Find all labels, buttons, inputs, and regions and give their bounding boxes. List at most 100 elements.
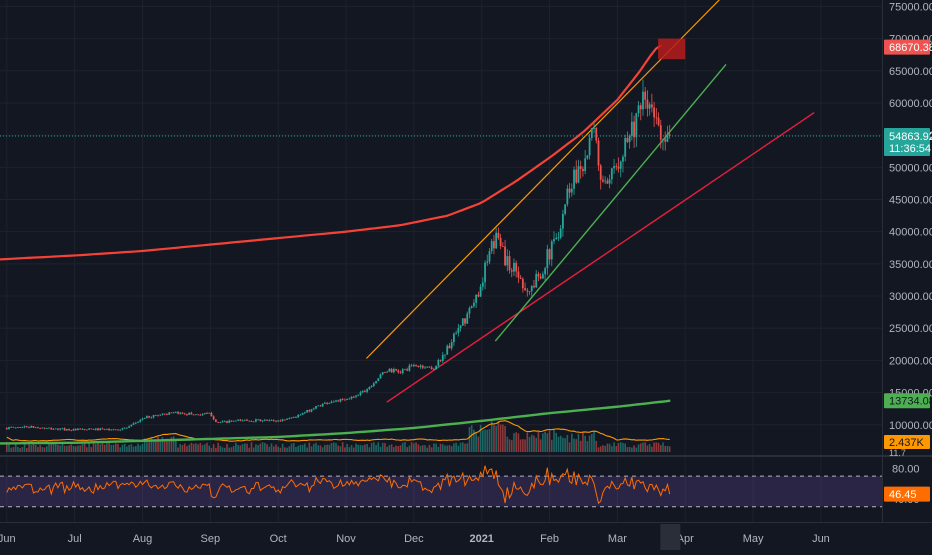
candle-body — [626, 138, 629, 142]
candlesticks — [5, 79, 671, 432]
volume-bar — [548, 430, 551, 452]
candle-body — [568, 188, 571, 193]
volume-bar — [288, 446, 291, 452]
volume-bar — [635, 447, 638, 452]
volume-bar — [388, 445, 391, 452]
candle-body — [617, 166, 620, 169]
candle-body — [635, 113, 638, 138]
candle-body — [219, 422, 222, 424]
volume-bar — [239, 445, 242, 452]
volume-bar — [230, 447, 233, 452]
volume-bar — [355, 443, 357, 452]
volume-bar — [490, 421, 493, 452]
volume-bar — [373, 442, 375, 452]
volume-bar — [459, 442, 462, 452]
volume-bar — [148, 439, 150, 452]
target-price-badge-text: 68670.38 — [889, 42, 932, 54]
candle-body — [103, 429, 106, 431]
candle-body — [137, 421, 139, 423]
candle-body — [114, 429, 117, 431]
volume-bar — [562, 437, 564, 452]
candle-body — [595, 127, 598, 141]
candle-body — [68, 429, 70, 431]
candle-body — [12, 426, 15, 428]
candle-body — [157, 415, 159, 417]
candle-body — [261, 420, 264, 422]
target-price-badge: 68670.38 — [884, 39, 932, 55]
volume-bar — [464, 443, 466, 452]
volume-bar — [341, 442, 344, 452]
ma200-badge: 13734.08 — [884, 393, 932, 409]
candle-body — [14, 427, 17, 429]
last-price-badge-bg — [884, 128, 930, 157]
candle-body — [664, 139, 667, 142]
volume-bar — [502, 424, 504, 452]
candle-body — [524, 288, 526, 291]
volume-bar — [319, 445, 322, 452]
candle-body — [50, 427, 53, 430]
candle-body — [361, 390, 364, 393]
candle-body — [192, 414, 195, 416]
candle-body — [519, 277, 522, 279]
candle-body — [355, 395, 357, 397]
candle-body — [388, 368, 391, 372]
volume-bar — [14, 442, 17, 452]
candle-body — [406, 369, 409, 371]
candle-body — [279, 420, 282, 422]
candle-body — [484, 262, 486, 283]
volume-bar — [159, 440, 162, 452]
candle-body — [277, 420, 280, 422]
candle-body — [112, 429, 115, 431]
volume-bar — [261, 442, 264, 452]
volume-bar — [277, 446, 279, 452]
volume-bar — [619, 442, 622, 452]
volume-bar — [19, 447, 21, 452]
volume-ma-line — [6, 420, 670, 442]
volume-bar — [653, 442, 655, 452]
volume-bar — [546, 433, 549, 452]
volume-bar — [433, 443, 435, 452]
volume-bar — [477, 436, 480, 452]
volume-bar — [644, 442, 647, 452]
volume-bar — [228, 447, 231, 452]
candle-body — [221, 421, 224, 423]
candle-body — [43, 427, 46, 429]
candle-body — [101, 428, 104, 430]
candle-body — [48, 427, 50, 429]
volume-bar — [446, 445, 449, 452]
candle-body — [344, 399, 346, 401]
month-tick-label: Jun — [0, 533, 16, 545]
candle-body — [172, 412, 175, 414]
volume-bar — [648, 444, 651, 452]
volume-bar — [139, 445, 142, 452]
ma-200-line — [0, 399, 671, 445]
candle-body — [208, 412, 211, 414]
candle-body — [573, 169, 575, 189]
volume-bar — [121, 444, 124, 452]
candle-body — [564, 204, 567, 214]
volume-bar — [613, 442, 615, 452]
candle-body — [23, 426, 26, 428]
candle-body — [88, 428, 90, 430]
volume-bar — [297, 445, 299, 452]
volume-bar — [157, 436, 159, 452]
candle-body — [25, 426, 28, 428]
volume-bar — [337, 445, 340, 452]
candle-body — [297, 414, 300, 418]
volume-bar — [232, 445, 235, 452]
candle-body — [432, 369, 435, 370]
volume-bar — [317, 445, 320, 452]
volume-bar — [377, 442, 380, 452]
candle-body — [430, 367, 433, 370]
volume-bar — [235, 442, 237, 452]
volume-bar — [435, 443, 437, 452]
volume-bar — [408, 445, 411, 452]
candle-body — [123, 427, 126, 429]
volume-bar — [397, 446, 400, 452]
candle-body — [317, 405, 320, 407]
volume-bar — [604, 445, 606, 452]
candle-body — [39, 427, 42, 429]
candle-body — [364, 390, 366, 392]
